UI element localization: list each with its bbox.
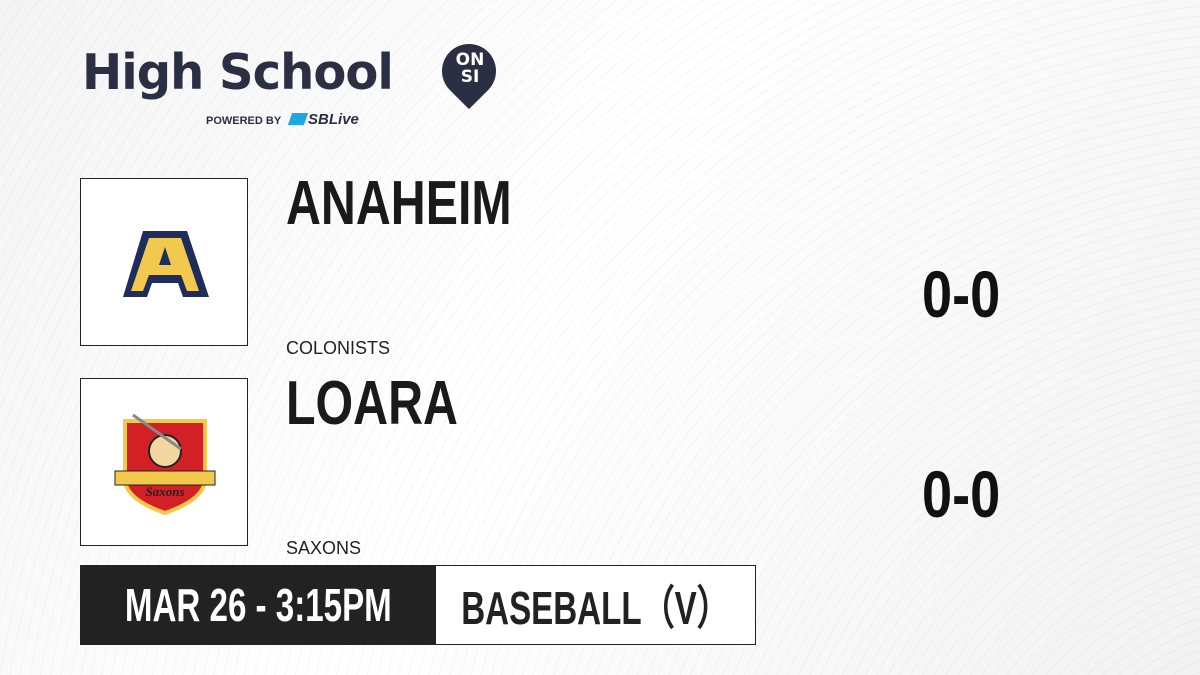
team-name-home: ANAHEIM (286, 169, 512, 238)
game-sport: BASEBALL（V） (436, 566, 755, 644)
team-logo-anaheim (80, 178, 248, 346)
game-info-bar: MAR 26 - 3:15PM BASEBALL（V） (80, 565, 756, 645)
game-datetime: MAR 26 - 3:15PM (81, 566, 436, 644)
team-mascot-away: SAXONS (286, 538, 362, 558)
team-score-home: 0-0 (922, 257, 1001, 331)
logo-badge: ON SI (452, 52, 488, 86)
svg-text:Saxons: Saxons (145, 484, 184, 499)
high-school-on-si-logo: High School ON SI POWERED BY SBLive (82, 32, 508, 128)
team-score-away: 0-0 (922, 457, 1001, 531)
powered-by-label: POWERED BY (206, 115, 281, 127)
team-mascot-home: COLONISTS (286, 338, 391, 358)
saxons-shield-logo-icon: Saxons (114, 413, 216, 516)
team-logo-loara: Saxons (80, 378, 248, 546)
logo-title: High School (82, 44, 394, 101)
powered-by: POWERED BY SBLive (206, 111, 359, 128)
game-sport-text: BASEBALL（V） (461, 582, 730, 634)
badge-bottom: SI (460, 67, 480, 87)
game-datetime-text: MAR 26 - 3:15PM (125, 579, 392, 631)
sblive-mark-icon (287, 113, 309, 125)
letter-a-logo-icon (123, 231, 209, 297)
badge-top: ON (455, 50, 485, 70)
partner-name: SBLive (308, 111, 359, 128)
team-name-away: LOARA (286, 369, 458, 438)
